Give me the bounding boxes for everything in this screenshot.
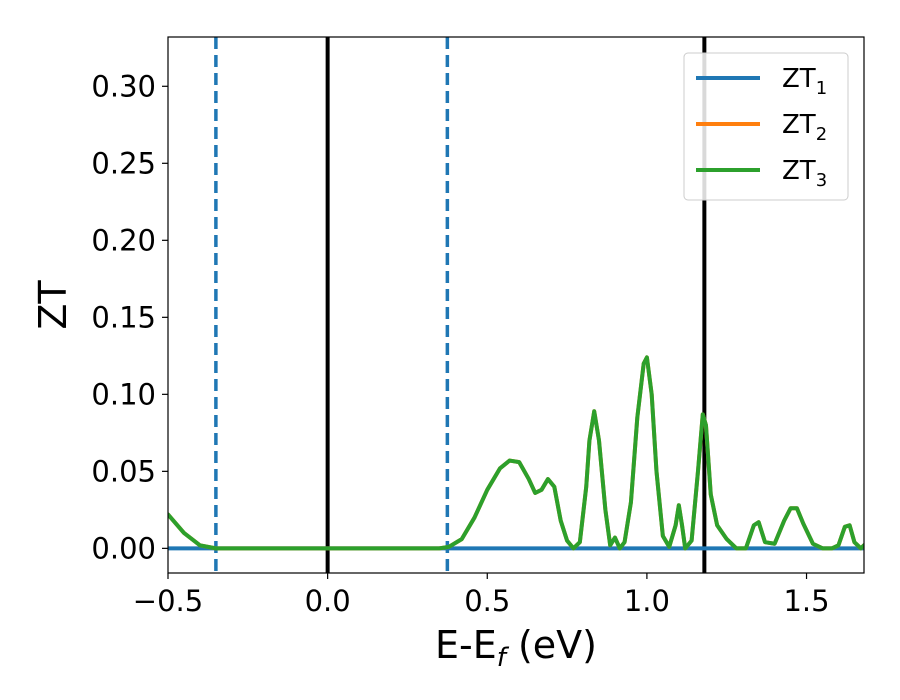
x-axis-title-unit: (eV) — [506, 623, 597, 667]
legend-box — [683, 52, 849, 201]
x-axis-title: E-Ef (eV) — [435, 623, 597, 673]
legend-label-zt2: ZT2 — [782, 110, 827, 145]
y-axis-title: ZT — [31, 280, 75, 330]
y-tick-label: 0.00 — [91, 531, 156, 565]
y-tick-label: 0.10 — [91, 377, 156, 411]
x-tick-label: 0.0 — [305, 584, 351, 618]
y-tick-label: 0.30 — [91, 69, 156, 103]
x-tick-label: 0.5 — [464, 584, 510, 618]
plot-frame — [167, 36, 865, 574]
series-lines — [168, 355, 864, 551]
x-tick-label: 1.0 — [624, 584, 670, 618]
legend-label-zt1: ZT1 — [782, 64, 827, 99]
y-tick-label: 0.15 — [91, 300, 156, 334]
x-tick-label: −0.5 — [133, 584, 203, 618]
series-line-zt3 — [168, 355, 864, 551]
x-axis-title-main: E-E — [435, 623, 497, 667]
x-tick-label: 1.5 — [783, 584, 829, 618]
y-axis-ticks: 0.00 0.05 0.10 0.15 0.20 0.25 0.30 — [91, 69, 168, 565]
legend-label-zt3: ZT3 — [782, 156, 827, 191]
y-tick-label: 0.20 — [91, 223, 156, 257]
legend: ZT1 ZT2 ZT3 — [683, 52, 849, 201]
y-tick-label: 0.25 — [91, 146, 156, 180]
x-axis-ticks: −0.5 0.0 0.5 1.0 1.5 — [133, 573, 830, 618]
y-tick-label: 0.05 — [91, 454, 156, 488]
